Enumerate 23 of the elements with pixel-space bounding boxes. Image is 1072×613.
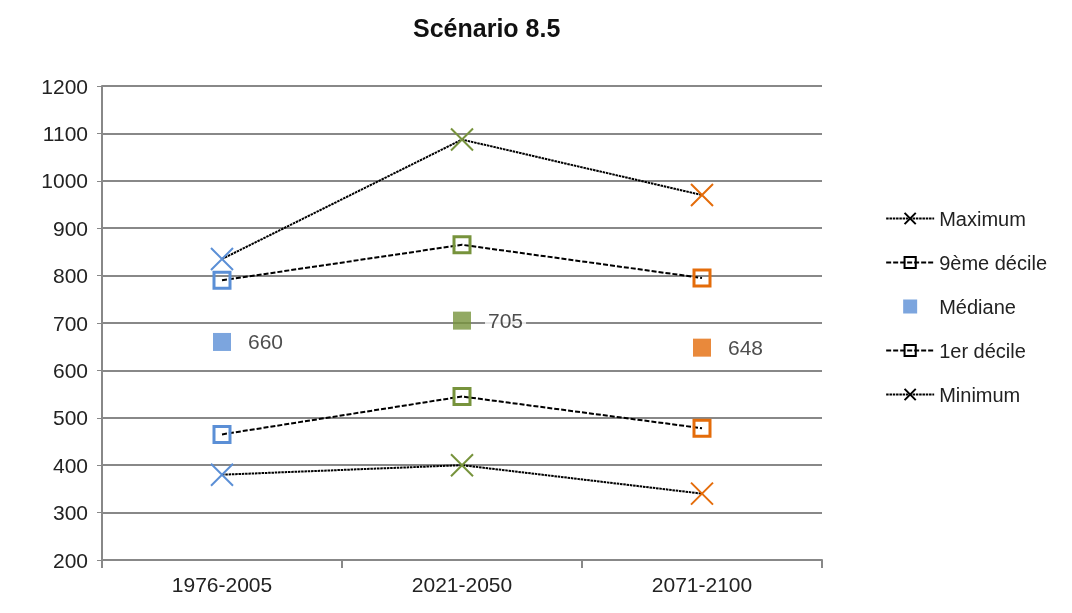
data-label: 660 — [248, 330, 284, 354]
y-tick-label: 600 — [52, 358, 88, 382]
legend-label: Minimum — [939, 383, 1021, 406]
y-tick-label: 400 — [52, 453, 88, 477]
y-tick-label: 500 — [52, 406, 88, 430]
x-tick-label: 2071-2100 — [651, 573, 753, 596]
y-tick-label: 1000 — [41, 169, 88, 193]
y-tick-label: 800 — [52, 264, 88, 288]
x-tick-label: 2021-2050 — [411, 573, 513, 596]
legend-label: 1er décile — [939, 339, 1026, 362]
y-tick-label: 1100 — [42, 121, 88, 145]
data-label: 705 — [488, 309, 524, 333]
y-tick-label: 1200 — [41, 74, 88, 98]
legend-label: Médiane — [939, 295, 1016, 318]
legend-label: 9ème décile — [939, 251, 1047, 274]
y-tick-label: 700 — [52, 311, 88, 335]
y-tick-label: 300 — [52, 501, 88, 525]
x-tick-label: 1976-2005 — [171, 573, 273, 596]
y-tick-label: 900 — [52, 216, 88, 240]
y-tick-label: 200 — [52, 548, 88, 572]
chart-title: Scénario 8.5 — [413, 13, 561, 42]
data-label: 648 — [728, 336, 764, 360]
legend-label: Maximum — [939, 207, 1026, 230]
